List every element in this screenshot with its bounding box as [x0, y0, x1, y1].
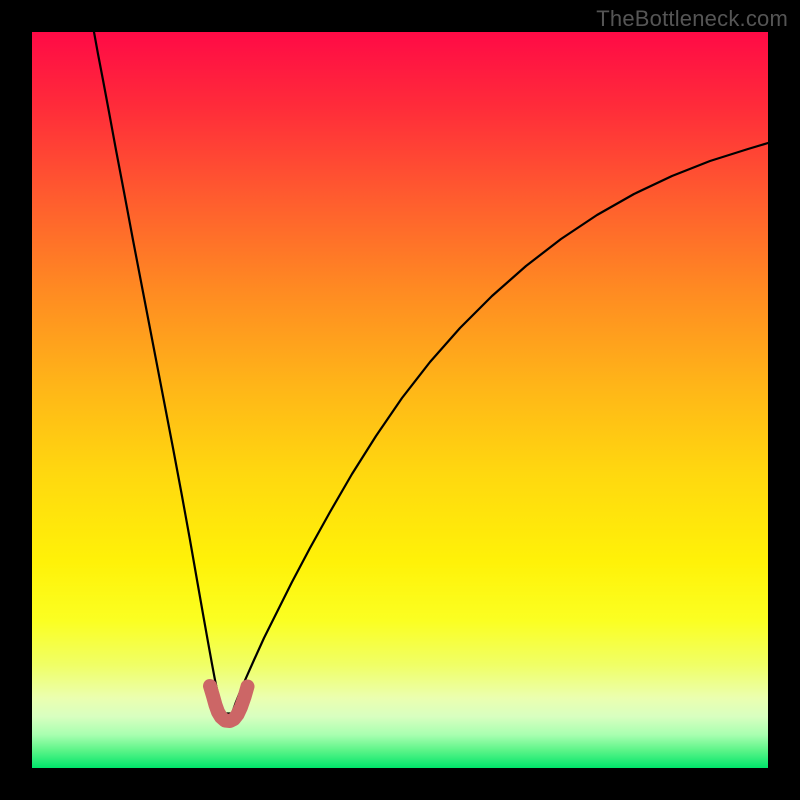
- chart-plot-area: [32, 32, 768, 768]
- watermark-text: TheBottleneck.com: [596, 6, 788, 32]
- chart-svg: [32, 32, 768, 768]
